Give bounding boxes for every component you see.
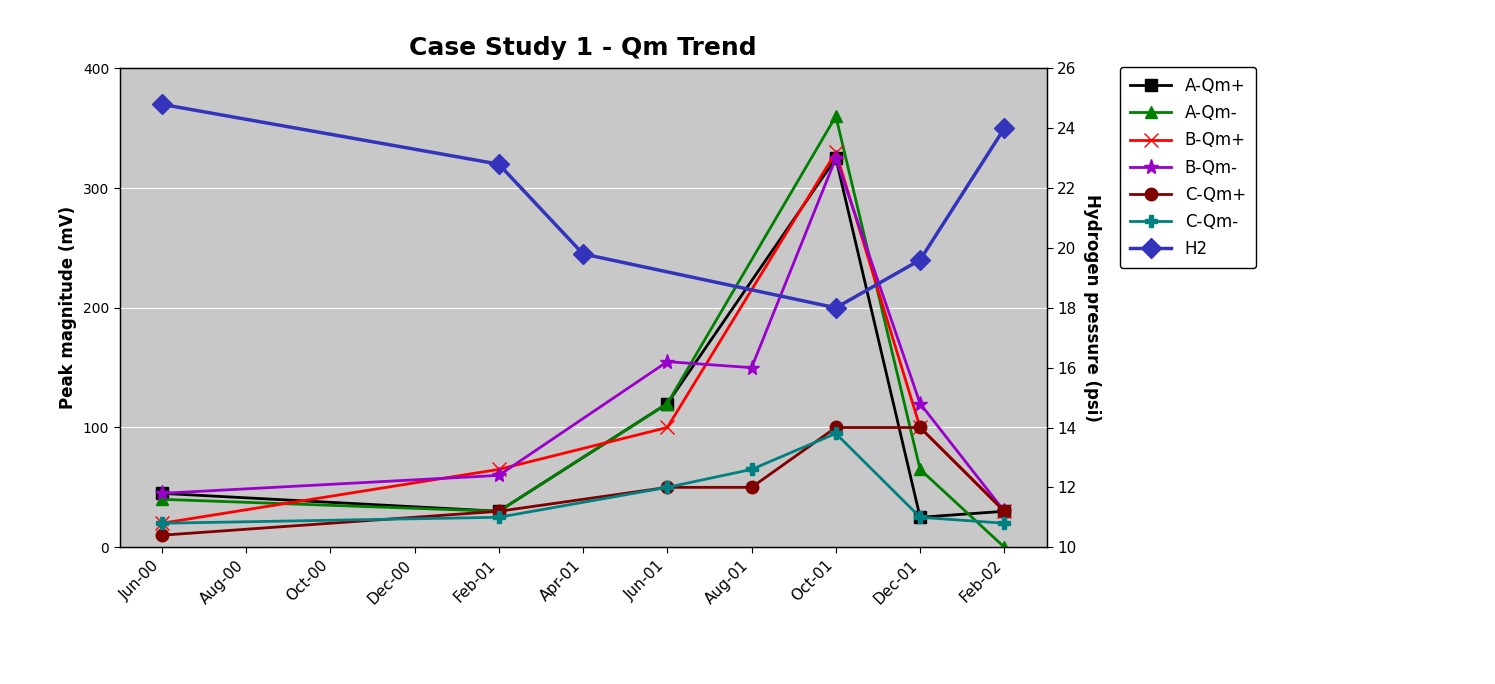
Line: B-Qm+: B-Qm+: [155, 145, 1011, 530]
B-Qm-: [996, 507, 1014, 516]
C-Qm-: [910, 513, 928, 521]
A-Qm+: [490, 507, 508, 516]
B-Qm-: [658, 358, 676, 366]
C-Qm-: [658, 483, 676, 491]
H2: [910, 256, 928, 264]
Line: C-Qm-: C-Qm-: [155, 428, 1011, 529]
H2: [827, 304, 845, 312]
B-Qm-: [743, 364, 761, 372]
C-Qm+: [910, 423, 928, 432]
A-Qm-: [827, 112, 845, 120]
B-Qm-: [910, 399, 928, 408]
C-Qm-: [152, 519, 170, 527]
A-Qm-: [658, 399, 676, 408]
B-Qm+: [827, 148, 845, 157]
A-Qm-: [996, 543, 1014, 551]
B-Qm+: [658, 423, 676, 432]
B-Qm+: [996, 507, 1014, 516]
C-Qm-: [490, 513, 508, 521]
A-Qm-: [910, 465, 928, 473]
C-Qm-: [996, 519, 1014, 527]
Line: B-Qm-: B-Qm-: [154, 150, 1012, 519]
B-Qm+: [152, 519, 170, 527]
Line: C-Qm+: C-Qm+: [155, 421, 1011, 542]
B-Qm-: [490, 471, 508, 479]
Line: A-Qm-: A-Qm-: [155, 110, 1011, 553]
C-Qm+: [490, 507, 508, 516]
A-Qm+: [996, 507, 1014, 516]
C-Qm+: [152, 531, 170, 539]
B-Qm+: [490, 465, 508, 473]
A-Qm+: [910, 513, 928, 521]
H2: [996, 124, 1014, 133]
B-Qm-: [827, 154, 845, 162]
C-Qm-: [743, 465, 761, 473]
C-Qm+: [996, 507, 1014, 516]
H2: [490, 160, 508, 168]
Y-axis label: Peak magnitude (mV): Peak magnitude (mV): [60, 207, 78, 409]
A-Qm-: [490, 507, 508, 516]
C-Qm+: [658, 483, 676, 491]
Legend: A-Qm+, A-Qm-, B-Qm+, B-Qm-, C-Qm+, C-Qm-, H2: A-Qm+, A-Qm-, B-Qm+, B-Qm-, C-Qm+, C-Qm-…: [1120, 67, 1256, 268]
C-Qm-: [827, 430, 845, 438]
C-Qm+: [827, 423, 845, 432]
Y-axis label: Hydrogen pressure (psi): Hydrogen pressure (psi): [1084, 194, 1102, 422]
Line: H2: H2: [155, 97, 1011, 315]
H2: [152, 101, 170, 109]
Line: A-Qm+: A-Qm+: [155, 153, 1011, 523]
A-Qm-: [152, 495, 170, 503]
Title: Case Study 1 - Qm Trend: Case Study 1 - Qm Trend: [410, 36, 756, 60]
C-Qm+: [743, 483, 761, 491]
B-Qm-: [152, 489, 170, 497]
A-Qm+: [152, 489, 170, 497]
A-Qm+: [658, 399, 676, 408]
B-Qm+: [910, 423, 928, 432]
A-Qm+: [827, 154, 845, 162]
H2: [574, 250, 592, 258]
